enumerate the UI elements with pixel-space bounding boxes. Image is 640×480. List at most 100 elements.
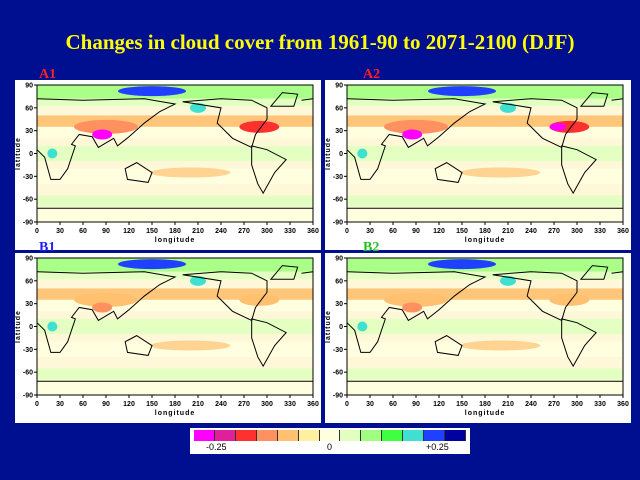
colorbar-segment <box>340 430 362 441</box>
x-tick-label: 330 <box>594 228 606 235</box>
y-tick-label: -60 <box>23 197 33 204</box>
x-tick-label: 120 <box>123 228 135 235</box>
coastline <box>492 271 578 322</box>
y-tick-label: -60 <box>333 370 343 377</box>
x-tick-label: 360 <box>307 228 319 235</box>
coastline <box>182 271 268 322</box>
colorbar-segment <box>445 430 466 441</box>
x-axis-label: longitude <box>465 237 506 244</box>
india-decrease-region <box>402 302 423 313</box>
x-tick-label: 30 <box>366 228 374 235</box>
alaska-increase-region <box>190 102 206 113</box>
x-tick-label: 300 <box>261 228 273 235</box>
y-tick-label: -30 <box>333 174 343 181</box>
india-decrease-region <box>92 129 113 140</box>
africa-increase-region <box>357 148 368 159</box>
colorbar-segment <box>194 430 215 441</box>
coastline <box>36 98 314 180</box>
colorbar-segment <box>214 430 236 441</box>
x-axis-label: longitude <box>155 237 196 244</box>
y-tick-label: 0 <box>29 151 33 158</box>
x-tick-label: 60 <box>79 228 87 235</box>
y-tick-label: 90 <box>25 256 33 263</box>
x-tick-label: 30 <box>366 401 374 408</box>
y-axis-label: latitude <box>325 137 332 170</box>
colorbar-label: +0.25 <box>426 442 449 452</box>
x-tick-label: 330 <box>594 401 606 408</box>
coastline <box>124 335 153 356</box>
coastline <box>269 92 299 107</box>
arctic-increase-region <box>118 86 186 97</box>
y-tick-label: 30 <box>335 301 343 308</box>
y-tick-label: -90 <box>23 220 33 227</box>
x-tick-label: 240 <box>215 401 227 408</box>
asia-decrease-region <box>74 292 138 307</box>
y-tick-label: 0 <box>339 151 343 158</box>
x-tick-label: 90 <box>102 401 110 408</box>
africa-increase-region <box>47 148 58 159</box>
x-tick-label: 0 <box>35 228 39 235</box>
y-tick-label: 30 <box>25 301 33 308</box>
x-tick-label: 30 <box>56 228 64 235</box>
colorbar-segment <box>361 430 383 441</box>
x-tick-label: 150 <box>146 401 158 408</box>
y-tick-label: 0 <box>339 324 343 331</box>
x-tick-label: 270 <box>238 228 250 235</box>
y-tick-label: -90 <box>23 393 33 400</box>
y-tick-label: 90 <box>25 83 33 90</box>
y-tick-label: -30 <box>23 174 33 181</box>
y-tick-label: -30 <box>23 347 33 354</box>
map-panel-a1: A1 0 30 60 90 120 150 180 210 240 270 300 330 360 90 6… <box>15 67 321 250</box>
colorbar-segment <box>256 430 278 441</box>
coastline <box>269 265 299 280</box>
coastline <box>492 98 578 149</box>
colorbar-label: 0 <box>327 442 333 452</box>
y-tick-label: 0 <box>29 324 33 331</box>
x-tick-label: 300 <box>571 228 583 235</box>
africa-increase-region <box>357 321 368 332</box>
x-tick-label: 240 <box>525 401 537 408</box>
panel-label-a1: A1 <box>39 67 57 82</box>
x-tick-label: 90 <box>102 228 110 235</box>
x-tick-label: 270 <box>238 401 250 408</box>
x-tick-label: 150 <box>456 228 468 235</box>
x-tick-label: 150 <box>456 401 468 408</box>
x-tick-label: 360 <box>617 401 629 408</box>
x-tick-label: 120 <box>123 401 135 408</box>
y-tick-label: -90 <box>333 220 343 227</box>
y-tick-label: 30 <box>335 128 343 135</box>
x-tick-label: 300 <box>261 401 273 408</box>
colorbar-label: -0.25 <box>206 442 227 452</box>
x-tick-label: 180 <box>479 401 491 408</box>
y-tick-label: 60 <box>335 105 343 112</box>
x-tick-label: 60 <box>389 401 397 408</box>
colorbar: -0.25 0 +0.25 <box>190 428 470 454</box>
y-tick-label: 60 <box>25 278 33 285</box>
map-plot-b1: 0 30 60 90 120 150 180 210 240 270 300 330 360906030… <box>15 256 319 418</box>
asia-decrease-region <box>384 292 448 307</box>
x-tick-label: 330 <box>284 401 296 408</box>
y-tick-label: 30 <box>25 128 33 135</box>
x-tick-label: 240 <box>525 228 537 235</box>
x-tick-label: 30 <box>56 401 64 408</box>
x-tick-label: 270 <box>548 228 560 235</box>
map-panel-b1: B1 0 30 60 90 120 150 180 210 240 270 300 330 360 90 6… <box>15 240 321 423</box>
atlantic-decrease-region <box>549 293 590 306</box>
x-tick-label: 0 <box>345 401 349 408</box>
x-tick-label: 300 <box>571 401 583 408</box>
x-tick-label: 0 <box>345 228 349 235</box>
alaska-increase-region <box>500 275 516 286</box>
x-tick-label: 240 <box>215 228 227 235</box>
panel-label-a2: A2 <box>363 67 381 82</box>
coastline <box>251 318 287 368</box>
coastline <box>579 265 609 280</box>
africa-increase-region <box>47 321 58 332</box>
y-axis-label: latitude <box>15 137 22 170</box>
asia-decrease-region <box>384 119 448 134</box>
map-panel-b2: B2 0 30 60 90 120 150 180 210 240 270 300 330 360 90 6… <box>325 240 631 423</box>
arctic-increase-region <box>118 259 186 270</box>
atlantic-decrease-region <box>239 293 280 306</box>
arctic-increase-region <box>428 86 496 97</box>
x-tick-label: 180 <box>169 228 181 235</box>
alaska-increase-region <box>500 102 516 113</box>
